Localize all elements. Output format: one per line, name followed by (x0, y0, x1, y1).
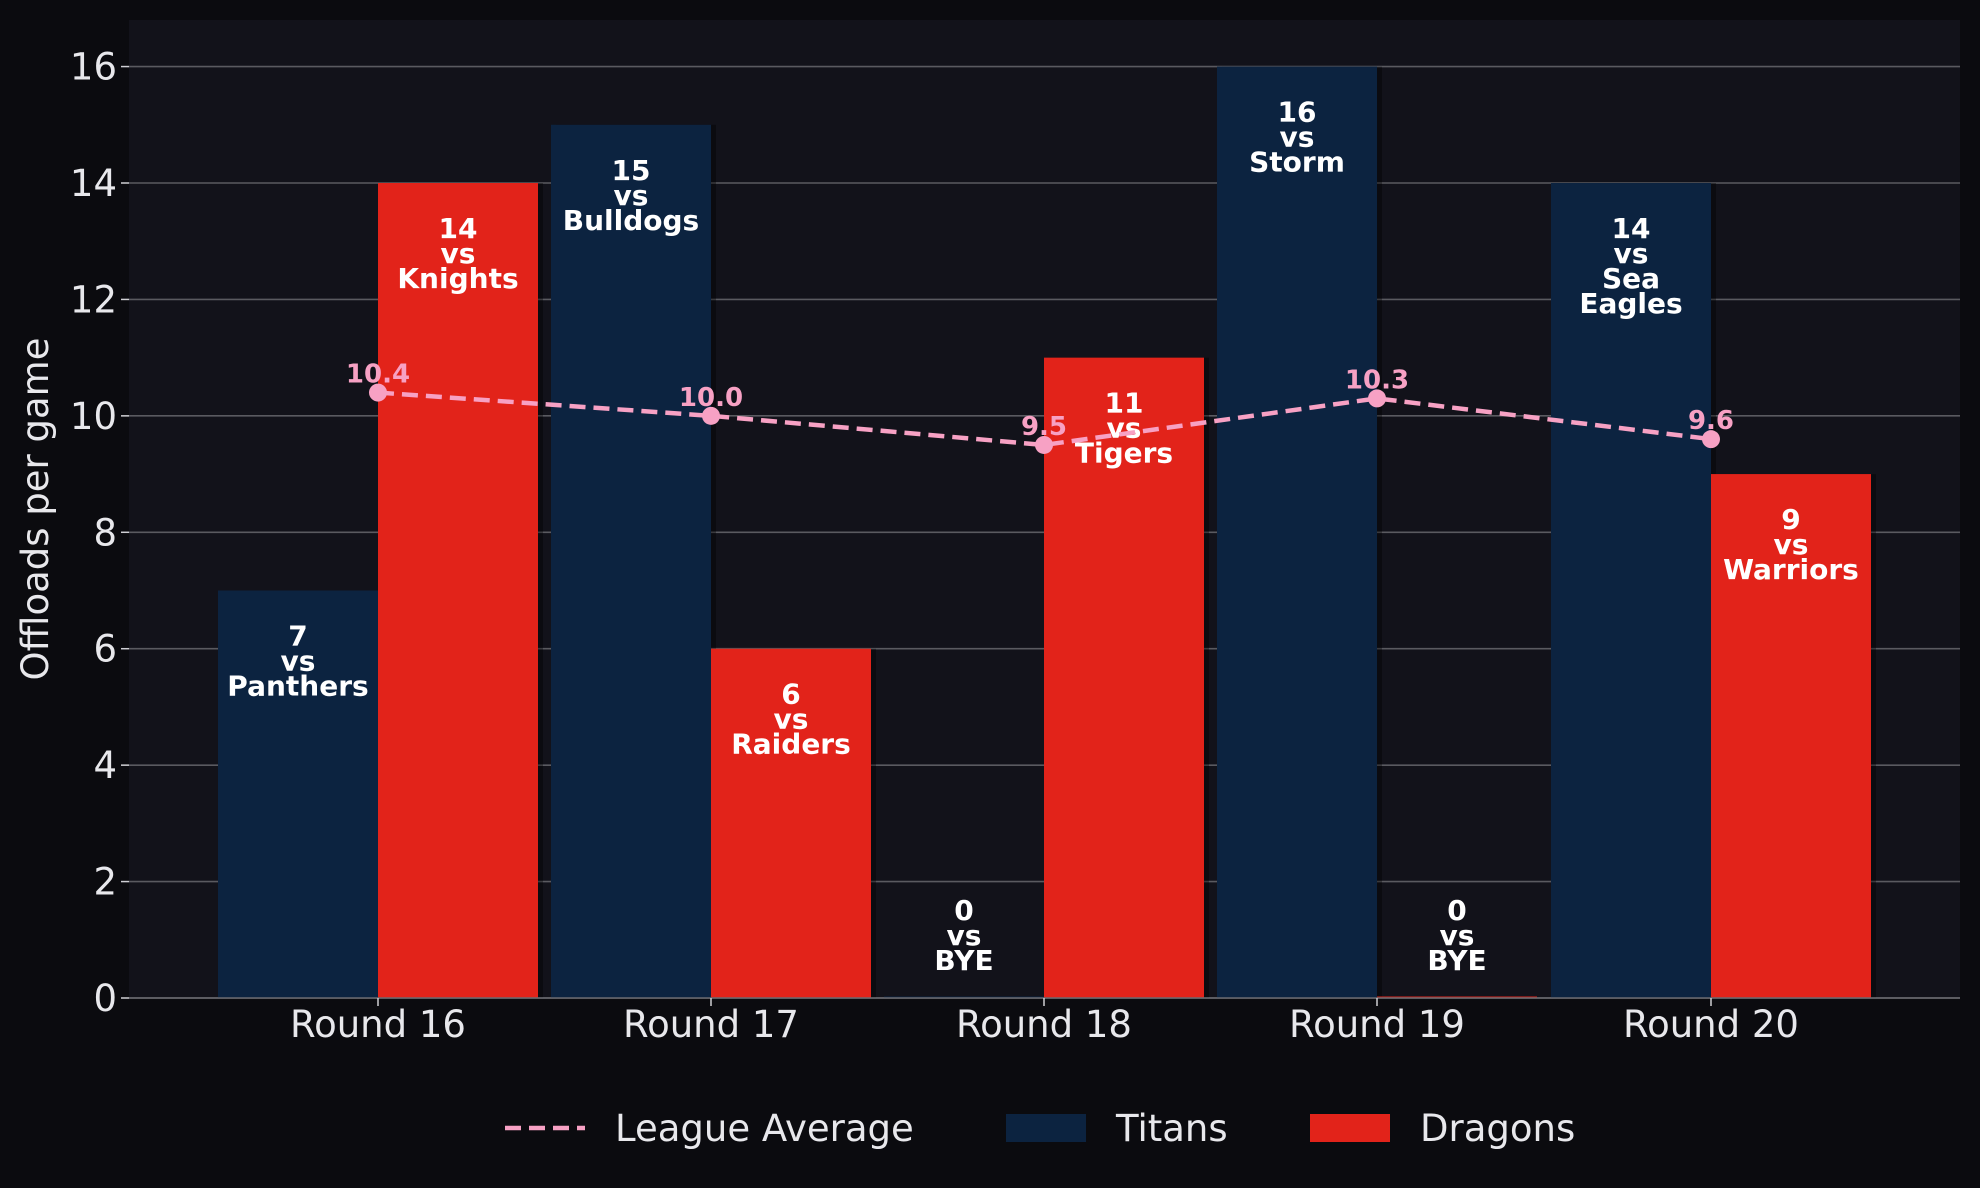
legend-label-titans: Titans (1115, 1107, 1228, 1150)
bar-label: 6 (781, 678, 800, 711)
legend-swatch-dragons (1310, 1114, 1390, 1142)
bar-label: vs (1107, 412, 1142, 445)
bar-label: Tigers (1075, 437, 1173, 470)
bar-label: 15 (612, 154, 651, 187)
y-tick-label: 0 (93, 977, 117, 1020)
bar-label: 0 (1447, 894, 1466, 927)
bar-label: vs (947, 919, 982, 952)
bar-label: 0 (954, 894, 973, 927)
bar-label: 7 (288, 620, 307, 653)
x-tick-label: Round 18 (956, 1003, 1132, 1046)
bar-label: vs (614, 179, 649, 212)
bar (218, 590, 378, 998)
bar-label: vs (281, 645, 316, 678)
y-tick-label: 8 (93, 511, 117, 554)
bar-label: vs (441, 237, 476, 270)
legend-label-dragons: Dragons (1420, 1107, 1575, 1150)
bar-label: vs (774, 703, 809, 736)
league-average-label: 10.0 (679, 383, 743, 413)
bar-label: Bulldogs (563, 204, 699, 237)
bar-label: vs (1440, 919, 1475, 952)
y-axis-label: Offloads per game (14, 338, 57, 681)
bar-label: Knights (397, 262, 518, 295)
league-average-point (1368, 389, 1386, 408)
league-average-label: 9.5 (1021, 412, 1067, 442)
league-average-label: 10.3 (1345, 365, 1409, 395)
bar-label: vs (1280, 121, 1315, 154)
league-average-label: 9.6 (1688, 406, 1734, 436)
bar (1044, 357, 1204, 999)
bar-label: BYE (1427, 944, 1486, 977)
bar-label: Eagles (1579, 287, 1682, 320)
bar-label: Warriors (1723, 553, 1859, 586)
bar-label: Sea (1602, 262, 1660, 295)
x-tick-label: Round 19 (1289, 1003, 1465, 1046)
y-tick-label: 4 (93, 744, 117, 787)
bar-label: 14 (439, 212, 478, 245)
bar (1551, 183, 1711, 998)
bar-label: 11 (1105, 387, 1144, 420)
bar-label: 16 (1278, 96, 1317, 129)
bar-label: BYE (934, 944, 993, 977)
y-tick-label: 14 (70, 162, 117, 205)
bar-label: vs (1774, 528, 1809, 561)
bar (711, 648, 871, 998)
league-average-point (1035, 435, 1053, 454)
x-tick-label: Round 17 (623, 1003, 799, 1046)
league-average-line (377, 390, 1712, 448)
y-tick-label: 10 (70, 395, 117, 438)
bar-label: Raiders (731, 728, 851, 761)
y-tick-label: 16 (70, 46, 117, 89)
league-average-label: 10.4 (346, 360, 410, 390)
league-average-line-group: 10.4 10.0 9.5 10.3 9.6 (346, 360, 1734, 454)
bar-label: vs (1614, 237, 1649, 270)
legend-label-league-average: League Average (615, 1107, 914, 1150)
league-average-point (702, 406, 720, 425)
league-average-point (1702, 430, 1720, 449)
bar (1711, 474, 1871, 999)
bar-label: 14 (1612, 212, 1651, 245)
bar (378, 183, 538, 998)
bar (551, 124, 711, 999)
x-tick-label: Round 16 (290, 1003, 466, 1046)
league-average-point (369, 383, 387, 402)
bars: 7vsPanthers15vsBulldogs0vsBYE16vsStorm14… (218, 66, 1876, 999)
x-tick-label: Round 20 (1623, 1003, 1799, 1046)
bar (1217, 66, 1377, 999)
legend: League Average Titans Dragons (505, 1107, 1575, 1150)
y-tick-label: 6 (93, 628, 117, 671)
axes: 0 2 4 6 8 10 12 14 16 Round 16 Round 17 Round 18 Rou… (70, 46, 1960, 1046)
bar-label: Storm (1249, 146, 1345, 179)
bar-label: 9 (1781, 503, 1800, 536)
bar-label: Panthers (227, 670, 368, 703)
y-tick-label: 12 (70, 278, 117, 321)
legend-swatch-titans (1006, 1114, 1086, 1142)
y-tick-label: 2 (93, 861, 117, 904)
